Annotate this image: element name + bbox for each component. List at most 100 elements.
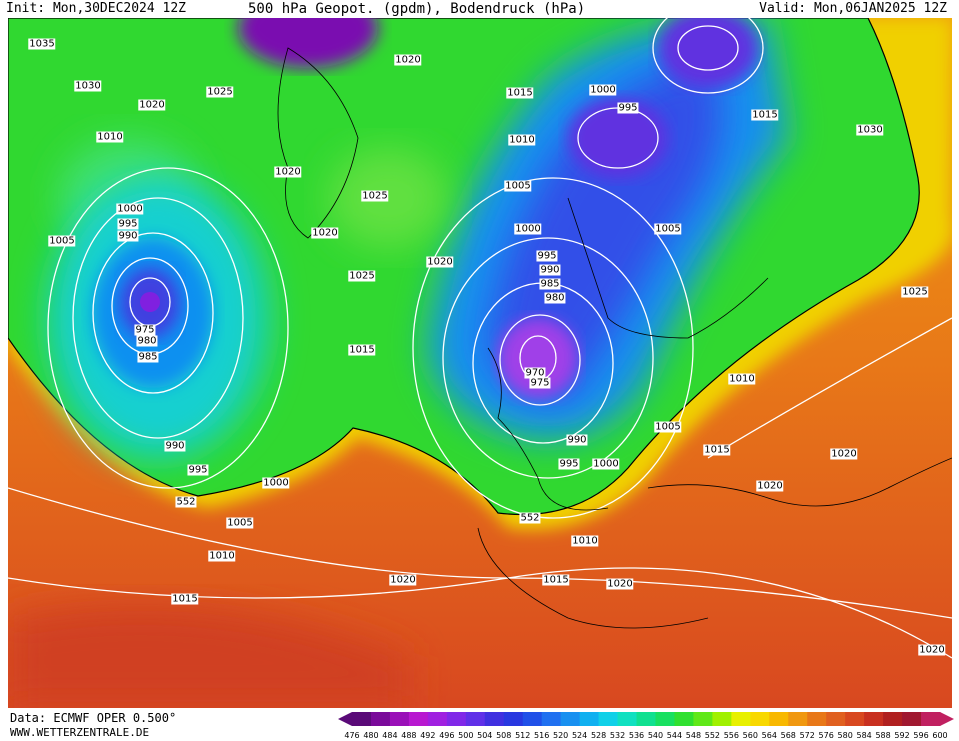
isobar-label: 1020 <box>426 256 454 268</box>
isobar-label: 1015 <box>348 344 376 356</box>
colorbar-arrow-right <box>940 712 954 726</box>
isobar-label: 1020 <box>274 166 302 178</box>
colorbar-segment <box>731 712 751 726</box>
colorbar-segment <box>579 712 600 726</box>
isobar-label: 1000 <box>514 223 542 235</box>
colorbar-segment <box>598 712 619 726</box>
map-title: 500 hPa Geopot. (gpdm), Bodendruck (hPa) <box>248 1 586 17</box>
isobar-label: 1020 <box>830 448 858 460</box>
colorbar-segment <box>902 712 922 726</box>
website: WWW.WETTERZENTRALE.DE <box>10 726 150 739</box>
colorbar-label: 512 <box>515 731 530 740</box>
init-time: Init: Mon,30DEC2024 12Z <box>6 1 187 16</box>
colorbar-segment <box>446 712 467 726</box>
colorbar-label: 520 <box>553 731 568 740</box>
colorbar-label: 524 <box>572 731 587 740</box>
isobar-label: 1015 <box>171 593 199 605</box>
isobar-label: 1000 <box>589 84 617 96</box>
isobar-label: 1000 <box>262 477 290 489</box>
isobar-label: 1020 <box>389 574 417 586</box>
isobar-label: 995 <box>536 250 558 262</box>
colorbar-label: 516 <box>534 731 549 740</box>
isobar-label: 1005 <box>226 517 254 529</box>
isobar-label: 1020 <box>918 644 946 656</box>
colorbar-label: 536 <box>629 731 644 740</box>
colorbar-segment <box>541 712 562 726</box>
colorbar-label: 544 <box>667 731 682 740</box>
isobar-label: 990 <box>566 434 588 446</box>
isobar-label: 1025 <box>206 86 234 98</box>
isobar-label: 975 <box>529 377 551 389</box>
colorbar-label: 556 <box>724 731 739 740</box>
colorbar-label: 564 <box>762 731 777 740</box>
isobar-label: 1030 <box>856 124 884 136</box>
colorbar-segment <box>427 712 448 726</box>
isobar-label: 985 <box>539 278 561 290</box>
isobar-label: 1010 <box>728 373 756 385</box>
isobar-label: 552 <box>519 512 541 524</box>
colorbar-segment <box>807 712 827 726</box>
colorbar-label: 500 <box>458 731 473 740</box>
colorbar-segment <box>769 712 789 726</box>
isobar-label: 995 <box>117 218 139 230</box>
colorbar-segment <box>636 712 656 726</box>
isobar-label: 975 <box>134 324 156 336</box>
colorbar-segment <box>352 712 372 726</box>
colorbar-label: 580 <box>838 731 853 740</box>
colorbar-segment <box>864 712 884 726</box>
isobar-label: 1025 <box>361 190 389 202</box>
isobar-label: 1020 <box>138 99 166 111</box>
isobar-label: 1000 <box>116 203 144 215</box>
isobar-label: 1005 <box>654 421 682 433</box>
colorbar-segment <box>712 712 732 726</box>
isobar-label: 1020 <box>756 480 784 492</box>
colorbar-label: 584 <box>856 731 871 740</box>
colorbar-segment <box>655 712 675 726</box>
isobar-label: 1020 <box>311 227 339 239</box>
data-source: Data: ECMWF OPER 0.500° <box>10 711 177 725</box>
isobar-label: 1025 <box>348 270 376 282</box>
isobar-label: 990 <box>117 230 139 242</box>
isobar-label: 995 <box>558 458 580 470</box>
colorbar-label: 600 <box>932 731 947 740</box>
isobar-label: 1030 <box>74 80 102 92</box>
isobar-label: 1005 <box>654 223 682 235</box>
colorbar-segment <box>826 712 846 726</box>
isobar-label: 995 <box>617 102 639 114</box>
isobar-label: 1015 <box>506 87 534 99</box>
colorbar-label: 592 <box>894 731 909 740</box>
colorbar-label: 488 <box>401 731 416 740</box>
colorbar-segment <box>465 712 486 726</box>
isobar-label: 980 <box>136 335 158 347</box>
isobar-label: 985 <box>137 351 159 363</box>
colorbar-segment <box>522 712 543 726</box>
colorbar-segment <box>389 712 410 726</box>
colorbar-segment <box>370 712 391 726</box>
isobar-label: 1025 <box>901 286 929 298</box>
colorbar-segment <box>503 712 524 726</box>
isobar-label: 1015 <box>751 109 779 121</box>
colorbar-segment <box>693 712 713 726</box>
colorbar-label: 576 <box>819 731 834 740</box>
isobar-label: 1015 <box>703 444 731 456</box>
isobar-label: 1010 <box>208 550 236 562</box>
colorbar-segment <box>617 712 638 726</box>
colorbar-label: 532 <box>610 731 625 740</box>
colorbar-segment <box>750 712 770 726</box>
isobar-label: 1010 <box>508 134 536 146</box>
colorbar-label: 508 <box>496 731 511 740</box>
colorbar-label: 540 <box>648 731 663 740</box>
colorbar-label: 596 <box>913 731 928 740</box>
colorbar-label: 504 <box>477 731 492 740</box>
colorbar-label: 492 <box>420 731 435 740</box>
colorbar-label: 528 <box>591 731 606 740</box>
isobar-label: 1020 <box>606 578 634 590</box>
isobar-label: 1005 <box>48 235 76 247</box>
isobar-label: 1015 <box>542 574 570 586</box>
isobar-label: 1035 <box>28 38 56 50</box>
colorbar-segment <box>408 712 429 726</box>
isobar-label: 970 <box>524 367 546 379</box>
colorbar: 476 480 484 488 492 496 500 504 508 512 516 520 524 5… <box>338 712 954 740</box>
colorbar-label: 484 <box>382 731 397 740</box>
